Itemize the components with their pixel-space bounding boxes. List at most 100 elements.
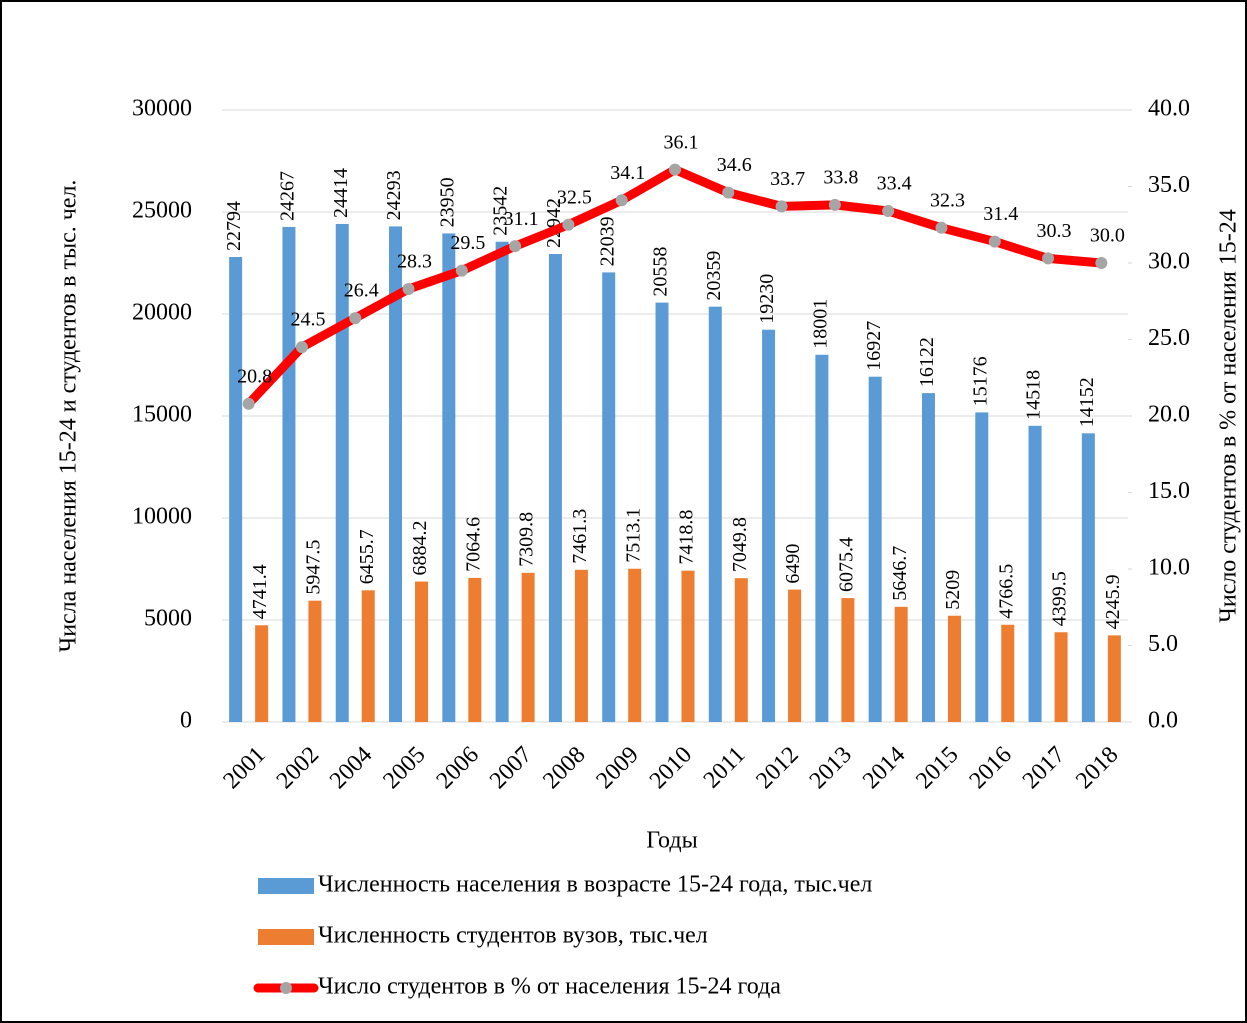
marker	[1095, 257, 1108, 269]
bar	[229, 257, 243, 722]
line-value-label: 28.3	[397, 251, 432, 273]
bar-value-label: 20359	[703, 251, 725, 301]
bar-value-label: 6075.4	[835, 537, 857, 592]
bar	[282, 226, 296, 723]
bar	[574, 569, 588, 722]
line-value-label: 26.4	[344, 280, 379, 302]
bar	[308, 600, 322, 722]
bar	[894, 606, 908, 722]
marker	[882, 204, 895, 217]
bar	[947, 615, 961, 722]
bar	[521, 572, 535, 722]
y-axis-title: Числа населения 15-24 и студентов в тыс.…	[56, 180, 82, 653]
line-value-label: 31.4	[983, 203, 1018, 225]
bar-value-label: 24293	[383, 170, 405, 220]
bar	[628, 568, 642, 722]
bar	[921, 393, 935, 722]
line-value-label: 34.1	[610, 162, 645, 184]
y2-axis-title: Число студентов в % от населения 15-24	[1216, 209, 1242, 623]
bar	[975, 412, 989, 722]
bar-value-label: 7461.3	[569, 509, 591, 564]
y-tick-label: 5000	[144, 606, 192, 632]
bar-value-label: 5947.5	[303, 540, 325, 595]
y-tick-label: 30000	[132, 96, 192, 122]
line-value-label: 33.8	[823, 166, 858, 188]
bar	[335, 223, 349, 722]
bar	[389, 226, 403, 723]
legend-marker	[280, 982, 292, 994]
bar-value-label: 23542	[490, 186, 512, 236]
bar	[1001, 624, 1015, 722]
y2-tick-label: 5.0	[1148, 631, 1178, 657]
bar-value-label: 7309.8	[516, 512, 538, 567]
bar	[1081, 433, 1095, 722]
bar	[1107, 635, 1121, 722]
line-value-label: 32.5	[557, 186, 592, 208]
bar-value-label: 16927	[863, 321, 885, 371]
marker	[669, 163, 681, 176]
bar-value-label: 4741.4	[249, 564, 271, 619]
legend-swatch	[258, 878, 314, 894]
marker	[295, 341, 308, 354]
bar-value-label: 7418.8	[676, 510, 698, 565]
y2-tick-label: 25.0	[1148, 325, 1190, 351]
bar	[361, 590, 375, 722]
line-value-label: 31.1	[504, 208, 539, 230]
marker	[775, 200, 788, 213]
bar	[548, 253, 562, 722]
bar-value-label: 7513.1	[622, 508, 644, 563]
line-value-label: 36.1	[664, 131, 699, 153]
marker	[349, 312, 362, 325]
line-value-label: 34.6	[717, 154, 752, 176]
bar	[655, 302, 669, 722]
legend-label: Численность населения в возрасте 15-24 г…	[318, 872, 872, 898]
bar-value-label: 6884.2	[409, 521, 431, 576]
bar-value-label: 15176	[969, 356, 991, 406]
bar	[255, 625, 269, 722]
marker	[242, 397, 255, 410]
bar	[468, 577, 482, 722]
marker	[509, 240, 522, 253]
bar-value-label: 24414	[330, 168, 352, 218]
bar	[734, 578, 748, 722]
bar-value-label: 5209	[942, 570, 964, 610]
line-value-label: 29.5	[450, 232, 485, 254]
bar-value-label: 23950	[436, 177, 458, 227]
bar-value-label: 14518	[1023, 370, 1045, 420]
y-tick-label: 20000	[132, 300, 192, 326]
y-tick-label: 10000	[132, 504, 192, 530]
bar	[415, 581, 429, 722]
y2-tick-label: 15.0	[1148, 478, 1190, 504]
marker	[402, 283, 415, 296]
line-value-label: 20.8	[237, 365, 272, 387]
bar-value-label: 4766.5	[995, 564, 1017, 619]
bar	[762, 329, 776, 722]
line-value-label: 32.3	[930, 189, 965, 211]
line-value-label: 24.5	[290, 309, 325, 331]
y2-tick-label: 0.0	[1148, 708, 1178, 734]
bar-value-label: 16122	[916, 337, 938, 387]
marker	[455, 264, 468, 277]
bar-value-label: 5646.7	[889, 546, 911, 601]
y2-tick-label: 20.0	[1148, 402, 1190, 428]
bar-value-label: 24267	[277, 171, 299, 221]
marker	[828, 198, 841, 211]
legend-swatch	[258, 929, 314, 945]
line-value-label: 33.4	[877, 173, 912, 195]
bar-value-label: 6490	[782, 544, 804, 584]
bar-value-label: 4399.5	[1049, 571, 1071, 626]
line-value-label: 30.0	[1090, 225, 1125, 247]
marker	[615, 194, 628, 207]
marker	[935, 221, 948, 234]
bar	[788, 589, 802, 722]
legend-label: Число студентов в % от населения 15-24 г…	[318, 974, 781, 1000]
legend-label: Численность студентов вузов, тыс.чел	[318, 923, 708, 949]
bar	[841, 598, 855, 722]
bar	[681, 570, 695, 722]
marker	[988, 235, 1001, 248]
line-value-label: 33.7	[770, 168, 805, 190]
bar-value-label: 14152	[1076, 377, 1098, 427]
marker	[562, 218, 575, 231]
y-tick-label: 15000	[132, 402, 192, 428]
